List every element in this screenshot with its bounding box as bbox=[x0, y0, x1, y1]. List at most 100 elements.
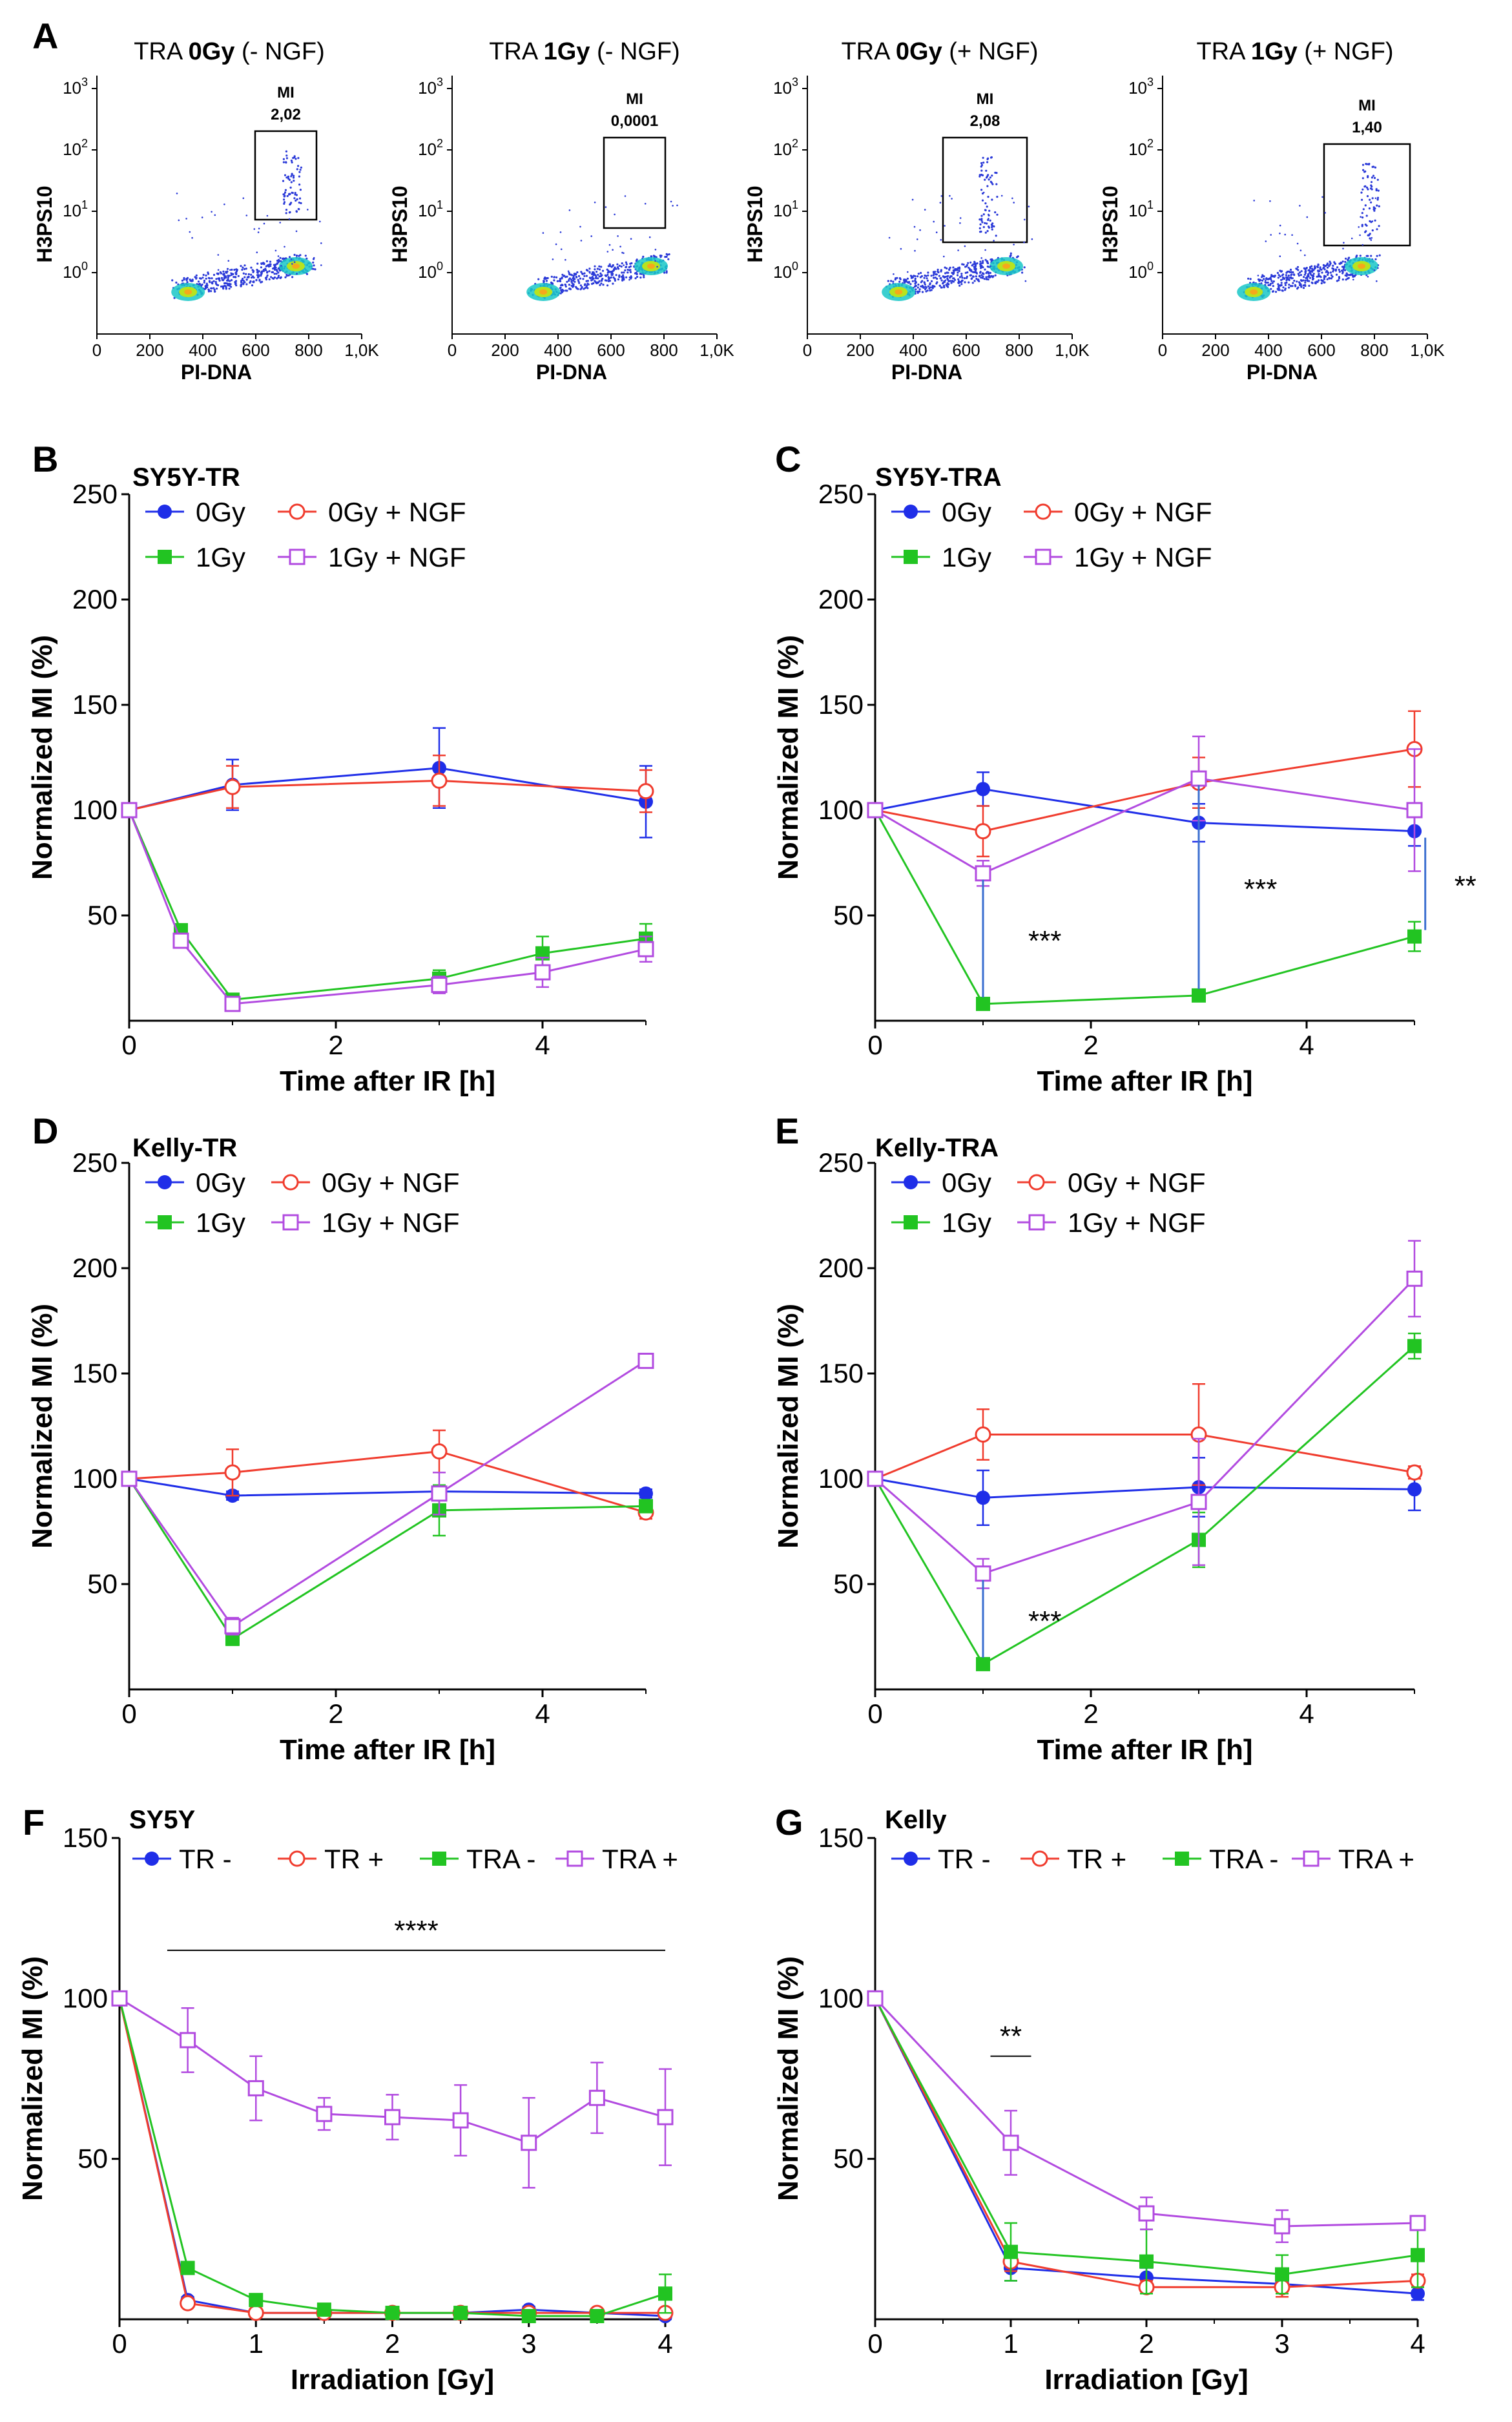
data-point bbox=[1002, 2135, 1019, 2151]
x-tick-label: 2 bbox=[328, 1698, 343, 1729]
x-tick-label: 0 bbox=[867, 1698, 882, 1729]
chart-g: G Kelly 50 100 150 0 1 2 3 4 Irradiation [Gy] Norma… bbox=[772, 1802, 1426, 2396]
y-axis-label: Normalized MI (%) bbox=[26, 1304, 58, 1549]
flow-event bbox=[949, 280, 951, 282]
series-tra- bbox=[112, 1991, 672, 2324]
flow-event bbox=[222, 273, 225, 275]
flow-event bbox=[293, 180, 295, 182]
flow-event bbox=[979, 175, 981, 178]
flow-event bbox=[618, 274, 621, 277]
series-tra- bbox=[867, 1990, 1426, 2244]
flow-event bbox=[966, 275, 968, 278]
x-tick-label: 2 bbox=[1083, 1698, 1098, 1729]
flow-event bbox=[1305, 270, 1307, 273]
flow-event bbox=[295, 194, 298, 196]
flow-event bbox=[264, 277, 267, 279]
x-tick-label: 1 bbox=[1003, 2328, 1018, 2359]
flow-event bbox=[1341, 272, 1344, 275]
flow-event bbox=[1371, 176, 1373, 179]
flow-event bbox=[920, 275, 923, 278]
flow-event bbox=[665, 270, 668, 273]
flow-event bbox=[615, 267, 617, 270]
x-tick-label: 0 bbox=[867, 1030, 882, 1060]
flow-event bbox=[1028, 205, 1030, 208]
flow-event bbox=[312, 261, 315, 264]
flow-event bbox=[982, 225, 985, 229]
y-tick-label: 100 bbox=[72, 1463, 118, 1494]
flow-event bbox=[622, 276, 625, 278]
legend-marker bbox=[1028, 1174, 1045, 1191]
flow-event bbox=[968, 266, 970, 269]
flow-y-tick-label: 100 bbox=[1128, 260, 1154, 282]
flow-event bbox=[1316, 275, 1318, 278]
flow-event bbox=[635, 272, 637, 275]
chart-title: SY5Y-TRA bbox=[875, 463, 1002, 492]
flow-event bbox=[1024, 280, 1027, 282]
flow-event bbox=[1024, 218, 1026, 221]
flow-event bbox=[1279, 275, 1281, 278]
flow-event bbox=[1345, 275, 1348, 277]
flow-event bbox=[1323, 278, 1325, 280]
flow-event bbox=[643, 274, 645, 277]
flow-event bbox=[217, 269, 220, 271]
legend-label: TRA + bbox=[1338, 1844, 1414, 1874]
flow-event bbox=[933, 277, 935, 279]
flow-event bbox=[542, 232, 544, 234]
flow-event bbox=[599, 272, 602, 275]
flow-event bbox=[606, 273, 609, 276]
flow-event bbox=[1253, 200, 1255, 202]
flow-event bbox=[1321, 196, 1323, 198]
flow-event bbox=[982, 162, 985, 164]
flow-event bbox=[623, 264, 625, 266]
flow-event bbox=[282, 158, 285, 160]
flow-event bbox=[222, 270, 225, 273]
flow-event bbox=[582, 278, 585, 280]
data-point bbox=[224, 1464, 241, 1481]
flow-event bbox=[1378, 225, 1380, 227]
flow-event bbox=[195, 277, 198, 279]
flow-event bbox=[1023, 266, 1026, 269]
flow-event bbox=[984, 258, 987, 261]
flow-event bbox=[898, 280, 901, 283]
flow-event bbox=[1347, 277, 1350, 279]
x-tick-label: 1 bbox=[249, 2328, 264, 2359]
flow-event bbox=[958, 269, 960, 273]
flow-event bbox=[230, 272, 232, 275]
flow-event bbox=[1272, 280, 1275, 283]
flow-y-tick-label: 102 bbox=[1128, 137, 1154, 159]
flow-event bbox=[1284, 282, 1287, 284]
flow-event bbox=[979, 271, 982, 274]
flow-event bbox=[1345, 257, 1347, 260]
flow-event bbox=[986, 205, 988, 208]
flow-event bbox=[285, 275, 288, 277]
flow-event bbox=[1320, 282, 1323, 285]
flow-event bbox=[199, 283, 202, 286]
flow-event bbox=[887, 280, 889, 282]
flow-event bbox=[178, 219, 180, 222]
flow-event bbox=[917, 238, 918, 240]
flow-event bbox=[605, 275, 608, 277]
flow-event bbox=[1373, 207, 1376, 210]
data-point bbox=[1139, 2254, 1154, 2269]
flow-event bbox=[1338, 271, 1341, 273]
flow-event bbox=[269, 263, 271, 266]
flow-event bbox=[1371, 237, 1373, 239]
flow-event bbox=[960, 273, 963, 275]
flow-event bbox=[1343, 242, 1345, 244]
flow-event bbox=[948, 269, 951, 271]
legend: TR - TR + TRA - TRA + bbox=[891, 1844, 1414, 1874]
flow-event bbox=[601, 277, 604, 280]
flow-event bbox=[568, 278, 570, 280]
flow-event bbox=[1334, 262, 1336, 265]
chart-b: B SY5Y-TR 50 100 150 200 250 0 2 4 Time after IR [… bbox=[26, 439, 654, 1097]
flow-event bbox=[636, 275, 639, 278]
flow-event bbox=[314, 268, 316, 271]
flow-event bbox=[596, 267, 599, 270]
legend-marker bbox=[904, 1215, 918, 1229]
flow-event bbox=[639, 277, 642, 279]
flow-x-tick-label: 400 bbox=[189, 340, 216, 360]
chart-title: SY5Y bbox=[129, 1806, 196, 1834]
flow-event bbox=[228, 287, 231, 290]
legend-label: 1Gy bbox=[196, 1207, 245, 1238]
flow-event bbox=[1324, 275, 1327, 278]
